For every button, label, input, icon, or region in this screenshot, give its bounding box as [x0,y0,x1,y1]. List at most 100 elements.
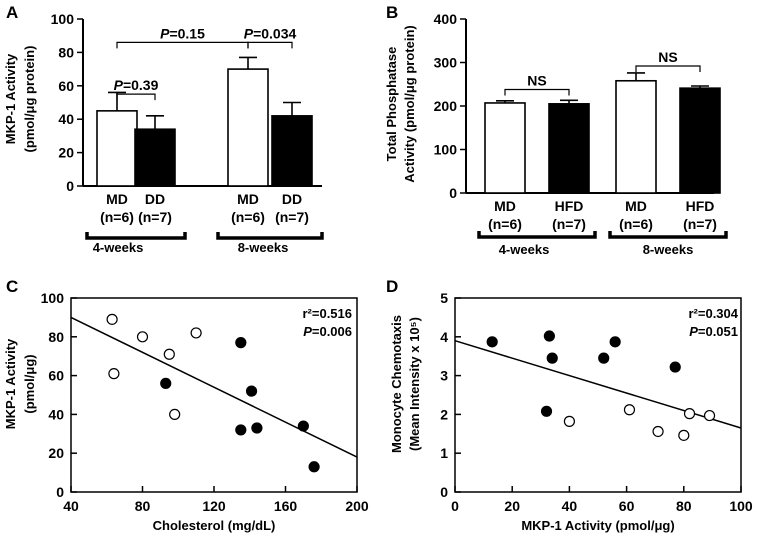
comparison-label: P=0.39 [114,77,159,93]
y-tick-label: 1 [440,445,448,461]
comparison-bracket [247,41,293,49]
data-point-filled [598,352,610,364]
group-label: MD [106,191,128,207]
group-label: MD [494,198,516,214]
bar [548,103,590,194]
y-tick-label: 80 [58,44,74,60]
y-tick-label: 3 [440,368,448,384]
x-tick-label: 40 [63,498,79,514]
data-point-open [678,429,690,441]
panel-d: Monocyte Chemotaxis (Mean Intensity x 10… [389,290,753,533]
panel-label-b: B [386,3,398,22]
n-label: (n=7) [552,216,586,232]
x-tick-label: 120 [202,498,226,514]
data-point-open [136,331,149,343]
data-point-filled [486,336,498,348]
panel-b: Total Phosphatase Activity (pmol/μg prot… [384,11,728,257]
panel-c-ylabel-line2: (pmol/μg) [22,354,37,413]
bar [484,102,526,194]
panel-d-r2: r²=0.304 [688,306,738,321]
regression-line [70,316,358,458]
regression-line [454,339,742,429]
x-tick-label: 60 [619,498,635,514]
y-tick-label: 300 [434,55,458,71]
panel-c-pvalue: P=0.006 [303,324,352,339]
x-tick-label: 20 [504,498,520,514]
panel-a: MKP-1 Activity (pmol/μg protein) 4-weeks… [3,11,324,255]
n-label: (n=6) [231,209,265,225]
bar [615,79,657,194]
data-point-open [683,408,696,420]
y-tick-label: 60 [48,368,64,384]
bar [227,68,269,187]
data-point-open [169,408,181,420]
data-point-filled [543,330,555,342]
n-label: (n=7) [275,209,309,225]
x-tick-label: 100 [729,498,753,514]
group-label: MD [237,191,259,207]
data-point-filled [669,361,681,373]
y-tick-label: 100 [41,290,65,306]
y-tick-label: 2 [440,406,448,422]
comparison-bracket [635,65,701,72]
data-point-open [108,368,120,380]
data-point-filled [235,424,247,436]
x-tick-label: 80 [135,498,151,514]
y-tick-label: 0 [440,484,448,500]
y-tick-label: 20 [48,445,64,461]
bar [134,128,176,187]
comparison-label: P=0.034 [244,25,297,41]
panel-b-ylabel-line1: Total Phosphatase [384,47,399,162]
data-point-open [163,348,175,360]
group-label: DD [282,191,302,207]
data-point-filled [297,420,309,432]
panel-c-xlabel: Cholesterol (mg/dL) [153,518,276,533]
n-label: (n=7) [683,216,717,232]
panel-a-ylabel-line1: MKP-1 Activity [3,53,18,144]
panel-d-xlabel: MKP-1 Activity (pmol/μg) [521,518,674,533]
panel-a-period-2: 8-weeks [238,240,289,255]
panel-d-ylabel-line2: (Mean Intensity x 10⁵) [407,317,422,451]
comparison-label: NS [527,72,546,88]
panel-label-d: D [386,277,398,296]
period-bracket [608,231,728,239]
group-label: HFD [555,198,584,214]
y-tick-label: 0 [56,484,64,500]
y-tick-label: 20 [58,145,74,161]
data-point-filled [245,385,258,397]
n-label: (n=6) [488,216,522,232]
data-point-filled [251,422,263,434]
data-point-open [563,415,576,427]
data-point-filled [160,377,172,389]
panel-b-period-2: 8-weeks [643,242,694,257]
panel-d-pvalue: P=0.051 [689,324,738,339]
y-tick-label: 0 [66,178,74,194]
bar [96,110,138,187]
y-tick-label: 5 [440,290,448,306]
group-label: DD [145,191,165,207]
x-tick-label: 0 [451,498,459,514]
n-label: (n=6) [100,209,134,225]
panel-c-ylabel-line1: MKP-1 Activity [3,338,18,429]
data-point-open [703,409,716,422]
y-tick-label: 100 [51,11,75,27]
period-bracket [477,231,597,239]
group-label: HFD [686,198,715,214]
n-label: (n=7) [138,209,172,225]
y-tick-label: 0 [449,185,457,201]
comparison-label: NS [658,49,677,65]
y-tick-label: 200 [434,98,458,114]
data-point-filled [609,336,621,348]
data-point-filled [540,405,553,417]
y-tick-label: 100 [434,142,458,158]
x-tick-label: 160 [274,498,298,514]
plot-frame [454,297,742,493]
panel-d-ylabel-line1: Monocyte Chemotaxis [389,315,404,453]
panel-c: MKP-1 Activity (pmol/μg) Cholesterol (mg… [3,290,369,533]
comparison-label: P=0.15 [160,25,205,41]
panel-b-ylabel-line2: Activity (pmol/μg protein) [402,25,417,182]
x-tick-label: 80 [676,498,692,514]
comparison-bracket [116,93,156,101]
data-point-filled [308,461,320,473]
